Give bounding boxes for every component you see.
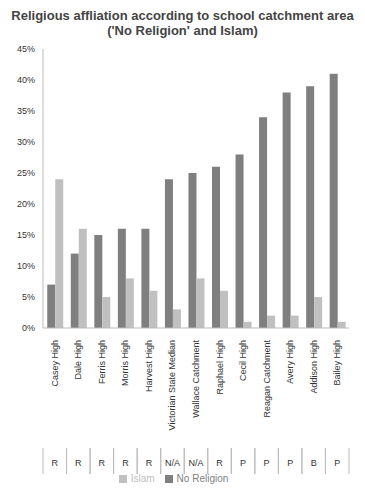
svg-text:Wallace Catchment: Wallace Catchment <box>191 340 201 418</box>
svg-text:Reagan Catchment: Reagan Catchment <box>262 340 272 418</box>
svg-text:P: P <box>334 458 340 468</box>
html-text:Islam: Islam <box>130 473 155 484</box>
svg-text:R: R <box>216 458 223 468</box>
svg-text:0%: 0% <box>22 323 35 333</box>
svg-text:R: R <box>122 458 129 468</box>
svg-text:R: R <box>52 458 59 468</box>
svg-text:45%: 45% <box>17 44 35 54</box>
svg-text:40%: 40% <box>17 75 35 85</box>
svg-text:10%: 10% <box>17 261 35 271</box>
svg-text:N/A: N/A <box>188 458 203 468</box>
svg-text:B: B <box>311 458 317 468</box>
svg-text:Casey High: Casey High <box>50 340 60 387</box>
html-text:No Religion: No Religion <box>176 473 229 484</box>
svg-text:Harvest High: Harvest High <box>144 340 154 392</box>
svg-text:R: R <box>75 458 82 468</box>
html-text:Religious affliation according: Religious affliation according to school… <box>11 8 354 38</box>
svg-text:35%: 35% <box>17 106 35 116</box>
svg-text:Morris High: Morris High <box>120 340 130 386</box>
svg-text:N/A: N/A <box>165 458 180 468</box>
svg-text:25%: 25% <box>17 168 35 178</box>
svg-text:P: P <box>287 458 293 468</box>
svg-text:Raphael High: Raphael High <box>215 340 225 395</box>
svg-text:15%: 15% <box>17 230 35 240</box>
svg-text:R: R <box>146 458 153 468</box>
svg-text:5%: 5% <box>22 292 35 302</box>
svg-text:Bailey High: Bailey High <box>332 340 342 386</box>
svg-text:Addison High: Addison High <box>309 340 319 394</box>
svg-text:Dale High: Dale High <box>73 340 83 380</box>
svg-text:P: P <box>264 458 270 468</box>
svg-text:20%: 20% <box>17 199 35 209</box>
svg-text:R: R <box>99 458 106 468</box>
svg-text:30%: 30% <box>17 137 35 147</box>
svg-text:Avery High: Avery High <box>285 340 295 384</box>
svg-text:Cecil High: Cecil High <box>238 340 248 381</box>
svg-text:Victorian State Median: Victorian State Median <box>167 340 177 430</box>
svg-text:Ferris High: Ferris High <box>97 340 107 384</box>
svg-text:P: P <box>240 458 246 468</box>
